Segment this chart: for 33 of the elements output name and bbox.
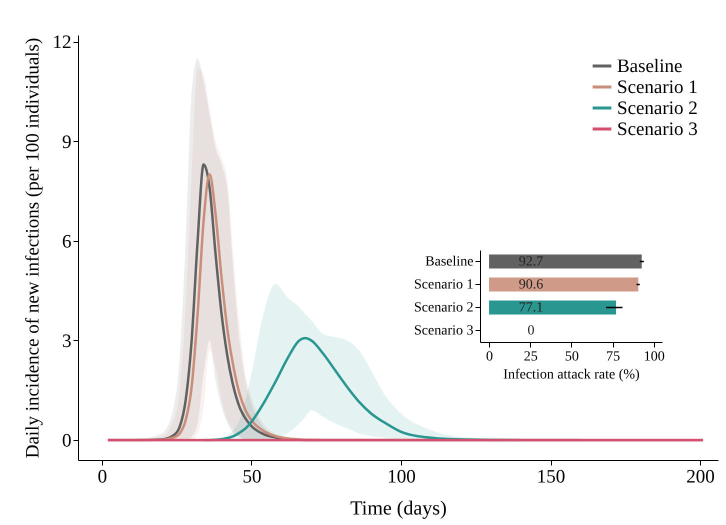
x-axis-title: Time (days): [350, 498, 447, 520]
legend-label: Scenario 3: [617, 119, 698, 140]
data-label: 90.6: [518, 278, 544, 292]
y-tick-label: Baseline: [425, 254, 474, 270]
y-tick-label: Scenario 2: [414, 300, 474, 316]
data-label: 77.1: [518, 300, 544, 316]
y-tick-label: 0: [62, 430, 72, 452]
x-tick-label: 25: [524, 350, 538, 364]
x-tick-label: 75: [606, 350, 620, 364]
x-tick-label: 100: [644, 350, 665, 364]
x-tick-label: 0: [98, 466, 108, 488]
bar: [489, 278, 638, 292]
y-tick-label: 6: [62, 231, 72, 252]
bar: [489, 254, 642, 268]
x-tick-label: 0: [486, 350, 494, 364]
y-axis-title: Daily incidence of new infections (per 100 individuals): [22, 38, 44, 458]
x-axis-title: Infection attack rate (%): [503, 368, 640, 382]
y-tick-label: 9: [62, 132, 72, 153]
legend-label: Scenario 2: [617, 98, 698, 119]
y-tick-label: Scenario 3: [414, 324, 474, 338]
y-tick-label: 3: [62, 330, 72, 352]
data-label: 92.7: [518, 254, 544, 270]
x-tick-label: 150: [536, 466, 566, 488]
y-tick-label: 12: [52, 32, 72, 54]
data-label: 0: [528, 324, 535, 338]
bar: [489, 300, 616, 314]
y-tick-label: Scenario 1: [414, 278, 474, 292]
x-tick-label: 100: [387, 466, 416, 488]
x-tick-label: 50: [564, 350, 579, 364]
x-tick-label: 50: [242, 466, 262, 488]
legend-label: Baseline: [617, 56, 682, 77]
x-tick-label: 200: [686, 466, 715, 488]
legend-label: Scenario 1: [617, 77, 698, 98]
